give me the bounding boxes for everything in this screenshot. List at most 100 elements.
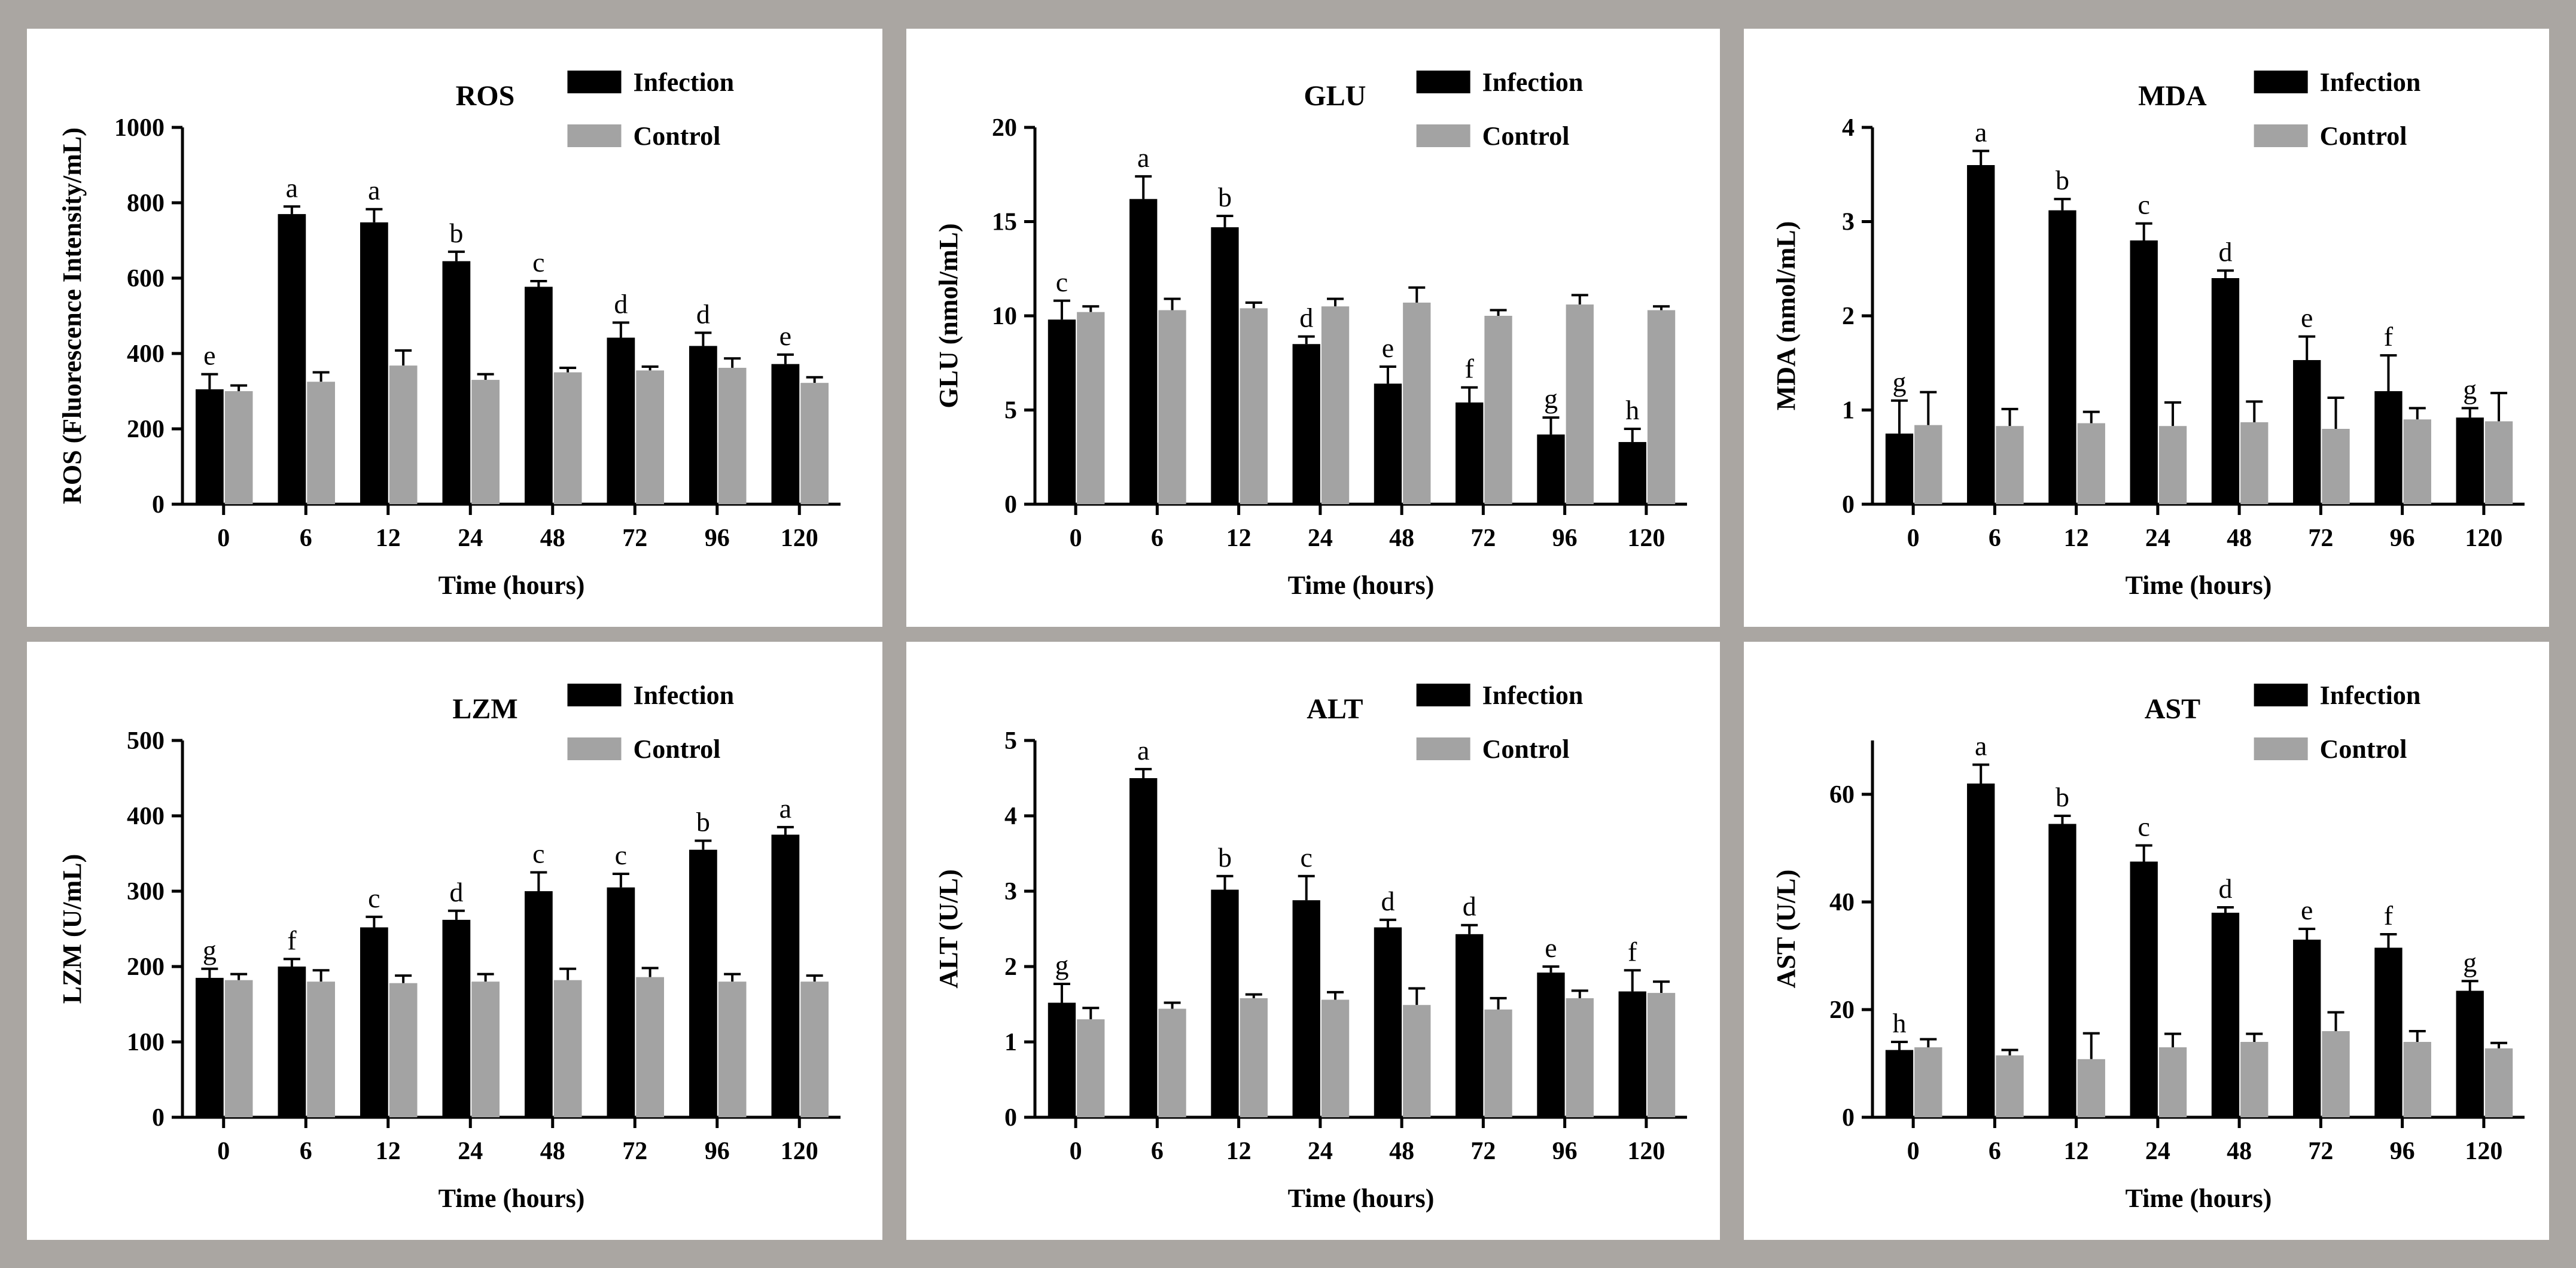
chart-svg: 0 20 40 60 0 h 6 a 12 b 24 c 48 d 72 e 96 f 120 g Time (hour… bbox=[1771, 681, 2525, 1213]
infection-bar bbox=[689, 849, 717, 1117]
x-tick-label: 24 bbox=[458, 525, 483, 552]
y-tick-label: 300 bbox=[127, 878, 165, 906]
x-tick-label: 6 bbox=[1151, 525, 1164, 552]
control-bar bbox=[1647, 310, 1676, 504]
significance-label: d bbox=[2218, 236, 2232, 267]
significance-label: a bbox=[1137, 142, 1149, 173]
infection-bar bbox=[196, 977, 224, 1117]
x-tick-label: 24 bbox=[458, 1138, 483, 1165]
control-bar bbox=[2240, 1042, 2269, 1117]
control-bar bbox=[636, 977, 664, 1117]
significance-label: g bbox=[203, 935, 217, 965]
control-bar bbox=[224, 980, 253, 1117]
legend-infection-label: Infection bbox=[2320, 681, 2421, 710]
infection-bar bbox=[1374, 927, 1402, 1117]
control-bar bbox=[1240, 998, 1268, 1117]
y-tick-label: 60 bbox=[1829, 781, 1855, 809]
x-axis-title: Time (hours) bbox=[1288, 1184, 1435, 1213]
infection-bar bbox=[2048, 210, 2076, 504]
x-tick-label: 48 bbox=[1389, 525, 1414, 552]
y-tick-label: 5 bbox=[1004, 397, 1017, 425]
control-bar bbox=[1321, 306, 1350, 504]
infection-bar bbox=[278, 214, 306, 504]
control-bar bbox=[2484, 1048, 2513, 1117]
significance-label: c bbox=[1056, 267, 1068, 297]
x-tick-label: 96 bbox=[705, 1138, 730, 1165]
significance-label: b bbox=[2056, 165, 2069, 196]
chart-title: MDA bbox=[2138, 80, 2207, 112]
control-bar bbox=[636, 370, 664, 504]
x-tick-label: 48 bbox=[2227, 1138, 2252, 1165]
x-tick-label: 6 bbox=[1989, 1138, 2001, 1165]
x-tick-label: 48 bbox=[1389, 1138, 1414, 1165]
infection-bar bbox=[1211, 227, 1239, 504]
significance-label: f bbox=[2384, 900, 2394, 931]
x-tick-label: 6 bbox=[300, 525, 312, 552]
y-axis-title: ROS (Fluorescence Intensity/mL) bbox=[57, 127, 87, 504]
significance-label: c bbox=[1301, 842, 1313, 873]
control-bar bbox=[1403, 1005, 1431, 1117]
infection-bar bbox=[360, 927, 388, 1117]
infection-bar bbox=[1456, 934, 1484, 1117]
chart-title: GLU bbox=[1304, 80, 1366, 112]
infection-bar bbox=[771, 364, 800, 504]
legend-infection-label: Infection bbox=[634, 681, 735, 710]
x-tick-label: 12 bbox=[1226, 525, 1252, 552]
control-bar bbox=[553, 980, 582, 1117]
infection-bar bbox=[1967, 165, 1995, 504]
significance-label: e bbox=[780, 321, 791, 351]
significance-label: d bbox=[1381, 886, 1394, 916]
y-tick-label: 400 bbox=[127, 803, 165, 830]
y-tick-label: 5 bbox=[1004, 727, 1017, 755]
x-tick-label: 0 bbox=[1070, 1138, 1082, 1165]
y-axis-title: MDA (nmol/mL) bbox=[1771, 221, 1801, 411]
x-tick-label: 12 bbox=[1226, 1138, 1252, 1165]
infection-bar bbox=[278, 967, 306, 1117]
significance-label: a bbox=[286, 172, 298, 203]
significance-label: f bbox=[287, 925, 297, 955]
control-bar bbox=[1484, 316, 1512, 504]
y-tick-label: 0 bbox=[1004, 1104, 1017, 1132]
legend-infection-swatch bbox=[567, 71, 622, 93]
y-tick-label: 200 bbox=[127, 416, 165, 443]
y-tick-label: 0 bbox=[1842, 1104, 1855, 1132]
control-bar bbox=[471, 982, 500, 1117]
x-tick-label: 12 bbox=[376, 525, 401, 552]
y-tick-label: 40 bbox=[1829, 889, 1855, 916]
y-axis-title: GLU (nmol/mL) bbox=[934, 223, 963, 408]
infection-bar bbox=[771, 834, 800, 1117]
x-tick-label: 72 bbox=[2308, 1138, 2333, 1165]
legend-control-label: Control bbox=[2320, 121, 2407, 151]
infection-bar bbox=[2456, 990, 2484, 1117]
legend-infection-swatch bbox=[567, 684, 622, 706]
legend-control-swatch bbox=[2254, 124, 2308, 147]
infection-bar bbox=[607, 337, 635, 504]
y-tick-label: 0 bbox=[1004, 491, 1017, 519]
legend-infection-swatch bbox=[2254, 684, 2308, 706]
control-bar bbox=[2322, 1031, 2350, 1117]
x-tick-label: 120 bbox=[1627, 1138, 1665, 1165]
legend-control-label: Control bbox=[1482, 734, 1570, 764]
control-bar bbox=[1647, 993, 1676, 1117]
x-tick-label: 6 bbox=[300, 1138, 312, 1165]
infection-bar bbox=[1292, 344, 1320, 504]
legend-control-label: Control bbox=[634, 734, 721, 764]
infection-bar bbox=[1048, 319, 1076, 504]
x-axis-title: Time (hours) bbox=[439, 1184, 585, 1213]
panel-ast: 0 20 40 60 0 h 6 a 12 b 24 c 48 d 72 e 96 f 120 g Time (hour… bbox=[1744, 642, 2549, 1240]
significance-label: h bbox=[1892, 1008, 1906, 1038]
x-tick-label: 48 bbox=[540, 1138, 565, 1165]
y-tick-label: 500 bbox=[127, 727, 165, 755]
significance-label: g bbox=[2463, 374, 2477, 404]
control-bar bbox=[2403, 1042, 2431, 1117]
control-bar bbox=[2484, 421, 2513, 504]
x-tick-label: 0 bbox=[1907, 525, 1920, 552]
control-bar bbox=[307, 982, 335, 1117]
control-bar bbox=[2322, 429, 2350, 504]
significance-label: f bbox=[1628, 936, 1637, 967]
control-bar bbox=[1077, 1019, 1105, 1117]
y-tick-label: 2 bbox=[1842, 303, 1855, 330]
panel-ros: 0 200 400 600 800 1000 0 e 6 a 12 a 24 b 48 c 72 d 96 d 120 e… bbox=[27, 29, 882, 627]
chart-title: ROS bbox=[456, 80, 515, 112]
infection-bar bbox=[1618, 442, 1646, 504]
